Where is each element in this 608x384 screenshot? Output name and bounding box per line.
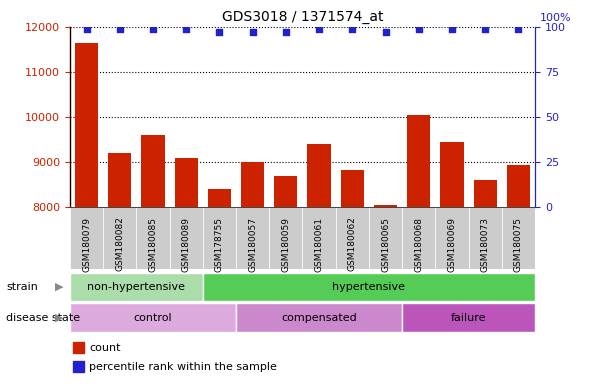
Bar [469,207,502,269]
Bar [136,207,170,269]
Text: GSM180075: GSM180075 [514,217,523,271]
Text: non-hypertensive: non-hypertensive [88,282,185,292]
Bar [208,189,231,207]
Bar [70,207,103,269]
Bar [402,303,535,332]
Point [447,26,457,32]
Text: GSM180085: GSM180085 [148,217,157,271]
Bar [340,170,364,207]
Point [215,29,224,35]
Text: 100%: 100% [540,13,572,23]
Text: disease state: disease state [6,313,80,323]
Point [115,26,125,32]
Bar [70,273,203,301]
Text: GSM180079: GSM180079 [82,217,91,271]
Bar [174,158,198,207]
Text: GSM180059: GSM180059 [282,217,291,271]
Bar [402,207,435,269]
Text: GSM180065: GSM180065 [381,217,390,271]
Text: GSM180069: GSM180069 [447,217,457,271]
Text: count: count [89,343,121,353]
Text: GSM180061: GSM180061 [314,217,323,271]
Bar [236,207,269,269]
Bar [75,43,98,207]
Text: GSM180068: GSM180068 [414,217,423,271]
Bar [170,207,203,269]
Bar [407,115,430,207]
Bar [203,207,236,269]
Bar [274,176,297,207]
Bar [70,303,236,332]
Point [314,26,324,32]
Bar [236,303,402,332]
Point [347,26,357,32]
Text: GSM180062: GSM180062 [348,217,357,271]
Point [480,26,490,32]
Text: GSM178755: GSM178755 [215,217,224,271]
Text: GSM180082: GSM180082 [116,217,124,271]
Bar [435,207,469,269]
Bar [502,207,535,269]
Point [381,29,390,35]
Text: strain: strain [6,282,38,292]
Text: GSM180089: GSM180089 [182,217,191,271]
Point [148,26,158,32]
Text: hypertensive: hypertensive [333,282,406,292]
Bar [241,162,264,207]
Bar [141,135,165,207]
Text: percentile rank within the sample: percentile rank within the sample [89,362,277,372]
Point [181,26,191,32]
Bar [103,207,136,269]
Bar [440,142,464,207]
Bar [336,207,369,269]
Bar [374,205,397,207]
Text: compensated: compensated [282,313,357,323]
Point [414,26,424,32]
Text: ▶: ▶ [55,313,63,323]
Bar [108,153,131,207]
Bar [73,342,84,353]
Bar [308,144,331,207]
Bar [302,207,336,269]
Bar [507,166,530,207]
Text: failure: failure [451,313,486,323]
Bar [269,207,302,269]
Point [81,26,91,32]
Text: ▶: ▶ [55,282,63,292]
Text: control: control [134,313,172,323]
Text: GSM180073: GSM180073 [481,217,489,271]
Point [514,26,523,32]
Text: GSM180057: GSM180057 [248,217,257,271]
Title: GDS3018 / 1371574_at: GDS3018 / 1371574_at [222,10,383,25]
Bar [474,180,497,207]
Bar [73,361,84,372]
Bar [203,273,535,301]
Point [281,29,291,35]
Point [248,29,258,35]
Bar [369,207,402,269]
